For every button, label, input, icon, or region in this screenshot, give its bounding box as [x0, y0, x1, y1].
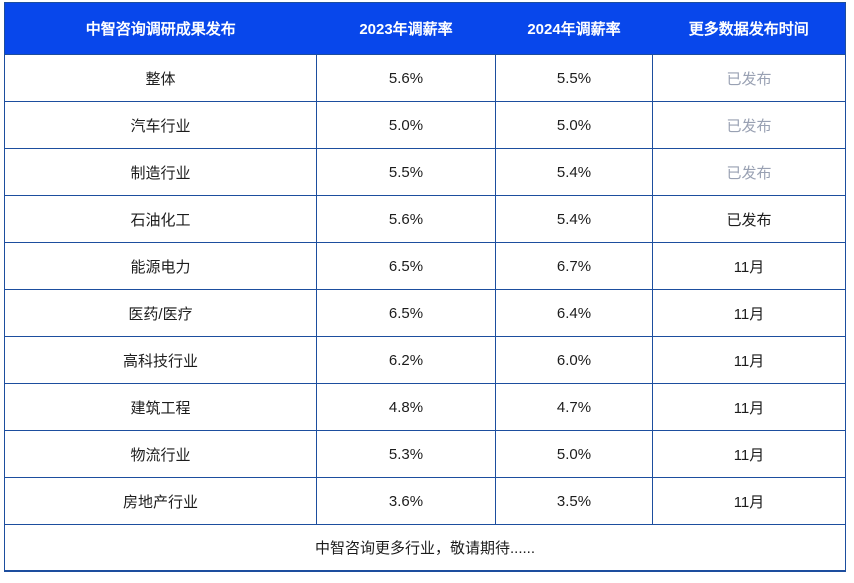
table-footer: 中智咨询更多行业，敬请期待...... [4, 524, 846, 571]
rate-2023-cell: 5.6% [316, 54, 496, 102]
rate-2024-cell: 6.4% [495, 289, 653, 337]
rate-2023-cell: 3.6% [316, 477, 496, 525]
rate-2023-cell: 5.3% [316, 430, 496, 478]
release-cell: 11月 [652, 242, 846, 290]
industry-cell: 制造行业 [4, 148, 317, 196]
release-cell: 11月 [652, 289, 846, 337]
rate-2024-cell: 6.0% [495, 336, 653, 384]
table-body: 整体 5.6% 5.5% 已发布 汽车行业 5.0% 5.0% 已发布 制造行业… [4, 54, 846, 525]
header-rate-2023: 2023年调薪率 [316, 2, 496, 55]
release-cell: 11月 [652, 430, 846, 478]
table-row: 能源电力 6.5% 6.7% 11月 [4, 242, 846, 290]
rate-2023-cell: 6.5% [316, 289, 496, 337]
rate-2023-cell: 6.2% [316, 336, 496, 384]
table-row: 物流行业 5.3% 5.0% 11月 [4, 430, 846, 478]
industry-cell: 建筑工程 [4, 383, 317, 431]
release-cell: 已发布 [652, 148, 846, 196]
rate-2024-cell: 3.5% [495, 477, 653, 525]
rate-2024-cell: 5.5% [495, 54, 653, 102]
industry-cell: 医药/医疗 [4, 289, 317, 337]
header-title: 中智咨询调研成果发布 [4, 2, 317, 55]
table-row: 高科技行业 6.2% 6.0% 11月 [4, 336, 846, 384]
industry-cell: 物流行业 [4, 430, 317, 478]
salary-survey-table-container: 中智咨询调研成果发布 2023年调薪率 2024年调薪率 更多数据发布时间 整体… [4, 2, 846, 572]
footer-row: 中智咨询更多行业，敬请期待...... [4, 524, 846, 571]
header-rate-2024: 2024年调薪率 [495, 2, 653, 55]
industry-cell: 房地产行业 [4, 477, 317, 525]
table-row: 制造行业 5.5% 5.4% 已发布 [4, 148, 846, 196]
rate-2023-cell: 4.8% [316, 383, 496, 431]
rate-2023-cell: 5.0% [316, 101, 496, 149]
table-header: 中智咨询调研成果发布 2023年调薪率 2024年调薪率 更多数据发布时间 [4, 2, 846, 55]
table-row: 石油化工 5.6% 5.4% 已发布 [4, 195, 846, 243]
release-cell: 11月 [652, 336, 846, 384]
table-row: 房地产行业 3.6% 3.5% 11月 [4, 477, 846, 525]
industry-cell: 能源电力 [4, 242, 317, 290]
salary-survey-table: 中智咨询调研成果发布 2023年调薪率 2024年调薪率 更多数据发布时间 整体… [4, 2, 846, 572]
rate-2024-cell: 5.4% [495, 148, 653, 196]
release-cell: 已发布 [652, 54, 846, 102]
rate-2023-cell: 5.6% [316, 195, 496, 243]
rate-2023-cell: 6.5% [316, 242, 496, 290]
rate-2024-cell: 6.7% [495, 242, 653, 290]
footer-note: 中智咨询更多行业，敬请期待...... [4, 524, 846, 571]
rate-2024-cell: 4.7% [495, 383, 653, 431]
rate-2024-cell: 5.0% [495, 430, 653, 478]
table-row: 汽车行业 5.0% 5.0% 已发布 [4, 101, 846, 149]
release-cell: 已发布 [652, 101, 846, 149]
header-release-time: 更多数据发布时间 [652, 2, 846, 55]
industry-cell: 高科技行业 [4, 336, 317, 384]
table-row: 整体 5.6% 5.5% 已发布 [4, 54, 846, 102]
release-cell: 已发布 [652, 195, 846, 243]
rate-2023-cell: 5.5% [316, 148, 496, 196]
table-row: 医药/医疗 6.5% 6.4% 11月 [4, 289, 846, 337]
release-cell: 11月 [652, 383, 846, 431]
rate-2024-cell: 5.0% [495, 101, 653, 149]
industry-cell: 整体 [4, 54, 317, 102]
industry-cell: 石油化工 [4, 195, 317, 243]
rate-2024-cell: 5.4% [495, 195, 653, 243]
header-row: 中智咨询调研成果发布 2023年调薪率 2024年调薪率 更多数据发布时间 [4, 2, 846, 55]
release-cell: 11月 [652, 477, 846, 525]
industry-cell: 汽车行业 [4, 101, 317, 149]
table-row: 建筑工程 4.8% 4.7% 11月 [4, 383, 846, 431]
